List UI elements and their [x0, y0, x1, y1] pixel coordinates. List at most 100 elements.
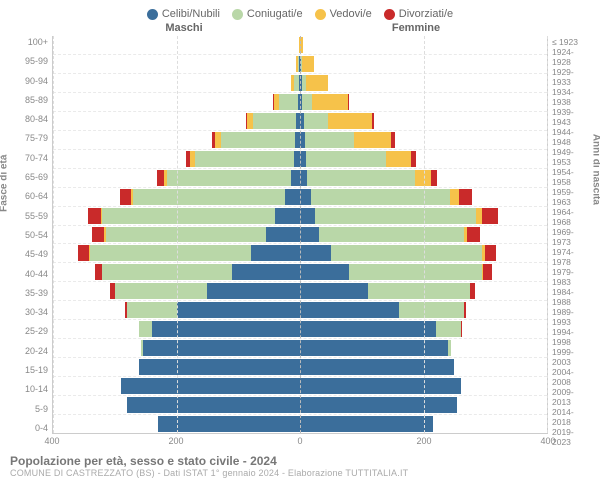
bar-segment [431, 170, 437, 186]
x-tick-label: 400 [44, 436, 59, 446]
bar-segment [349, 264, 482, 280]
birth-year-label: 1944-1948 [552, 127, 592, 147]
legend-item: Vedovi/e [315, 8, 372, 20]
bar-segment [158, 416, 300, 432]
population-pyramid-chart: Celibi/Nubili Coniugati/e Vedovi/e Divorzia… [0, 0, 600, 500]
bar-segment [315, 208, 476, 224]
bar-segment [95, 264, 102, 280]
gridline-vertical [53, 36, 54, 433]
bar-segment [485, 245, 496, 261]
label-male: Maschi [68, 22, 300, 34]
bar-segment [120, 189, 131, 205]
bar-segment [207, 283, 300, 299]
bar-segment [300, 227, 319, 243]
age-label: 75-79 [8, 133, 48, 143]
bar-segment [92, 227, 104, 243]
bar-segment [368, 283, 470, 299]
bar-segment [306, 75, 328, 91]
bar-segment [450, 189, 459, 205]
age-label: 70-74 [8, 153, 48, 163]
bar-segment [399, 302, 464, 318]
bar-segment [300, 416, 433, 432]
bar-segment [167, 170, 291, 186]
bar-segment [300, 340, 448, 356]
age-label: 90-94 [8, 76, 48, 86]
bar-segment [232, 264, 300, 280]
age-label: 85-89 [8, 95, 48, 105]
legend-item: Divorziati/e [384, 8, 453, 20]
age-label: 95-99 [8, 56, 48, 66]
legend-swatch [384, 9, 395, 20]
age-label: 20-24 [8, 346, 48, 356]
age-label: 60-64 [8, 191, 48, 201]
birth-year-label: 1954-1958 [552, 167, 592, 187]
bar-segment [319, 227, 464, 243]
legend-label: Celibi/Nubili [162, 8, 220, 20]
y-axis-birth-labels: ≤ 19231924-19281929-19331934-19381939-19… [548, 36, 592, 434]
bar-segment [143, 340, 300, 356]
bar-segment [139, 359, 300, 375]
birth-year-label: 1964-1968 [552, 207, 592, 227]
legend-label: Vedovi/e [330, 8, 372, 20]
legend-label: Coniugati/e [247, 8, 303, 20]
bar-segment [102, 208, 275, 224]
footer-subtitle: COMUNE DI CASTREZZATO (BS) - Dati ISTAT … [10, 468, 590, 478]
bar-segment [300, 189, 311, 205]
bar-segment [121, 378, 300, 394]
x-tick-label: 200 [416, 436, 431, 446]
birth-year-label: 1974-1978 [552, 247, 592, 267]
birth-year-label: 1959-1963 [552, 187, 592, 207]
age-label: 40-44 [8, 269, 48, 279]
legend-item: Celibi/Nubili [147, 8, 220, 20]
bar-segment [251, 245, 300, 261]
bar-segment [285, 189, 300, 205]
bar-segment [391, 132, 395, 148]
birth-year-label: 2009-2013 [552, 387, 592, 407]
y-axis-title-left: Fasce di età [0, 155, 10, 212]
bar-segment [354, 132, 391, 148]
birth-year-label: 1939-1943 [552, 107, 592, 127]
y-axis-title-right: Anni di nascita [591, 134, 600, 205]
bar-segment [467, 227, 479, 243]
birth-year-label: 1994-1998 [552, 327, 592, 347]
bar-segment [275, 208, 300, 224]
age-label: 5-9 [8, 404, 48, 414]
plot-area: Fasce di età Anni di nascita 100+95-9990… [8, 36, 592, 434]
bar-segment [386, 151, 411, 167]
bar-segment [127, 397, 300, 413]
birth-year-label: 1984-1988 [552, 287, 592, 307]
bar-segment [88, 208, 102, 224]
bar-segment [300, 208, 315, 224]
y-axis-age-labels: 100+95-9990-9485-8980-8475-7970-7465-696… [8, 36, 52, 434]
bar-segment [470, 283, 475, 299]
bar-segment [348, 94, 349, 110]
bar-segment [102, 264, 232, 280]
bar-segment [300, 264, 349, 280]
birth-year-label: 2014-2018 [552, 407, 592, 427]
bar-segment [300, 359, 454, 375]
gridline-vertical [177, 36, 178, 433]
age-label: 10-14 [8, 384, 48, 394]
bar-segment [306, 151, 386, 167]
age-label: 45-49 [8, 249, 48, 259]
bar-segment [300, 283, 368, 299]
age-label: 65-69 [8, 172, 48, 182]
legend-swatch [147, 9, 158, 20]
age-label: 55-59 [8, 211, 48, 221]
bar-segment [464, 302, 466, 318]
legend-label: Divorziati/e [399, 8, 453, 20]
age-label: 25-29 [8, 326, 48, 336]
bar-segment [300, 397, 457, 413]
gridline-vertical [547, 36, 548, 433]
legend: Celibi/Nubili Coniugati/e Vedovi/e Divorzia… [8, 4, 592, 22]
bar-segment [482, 208, 497, 224]
bar-segment [305, 132, 354, 148]
bar-segment [300, 245, 331, 261]
birth-year-label: 1934-1938 [552, 87, 592, 107]
bar-segment [127, 302, 176, 318]
bar-segment [291, 170, 300, 186]
bar-segment [133, 189, 284, 205]
age-label: 80-84 [8, 114, 48, 124]
bar-segment [312, 94, 348, 110]
bar-segment [152, 321, 300, 337]
